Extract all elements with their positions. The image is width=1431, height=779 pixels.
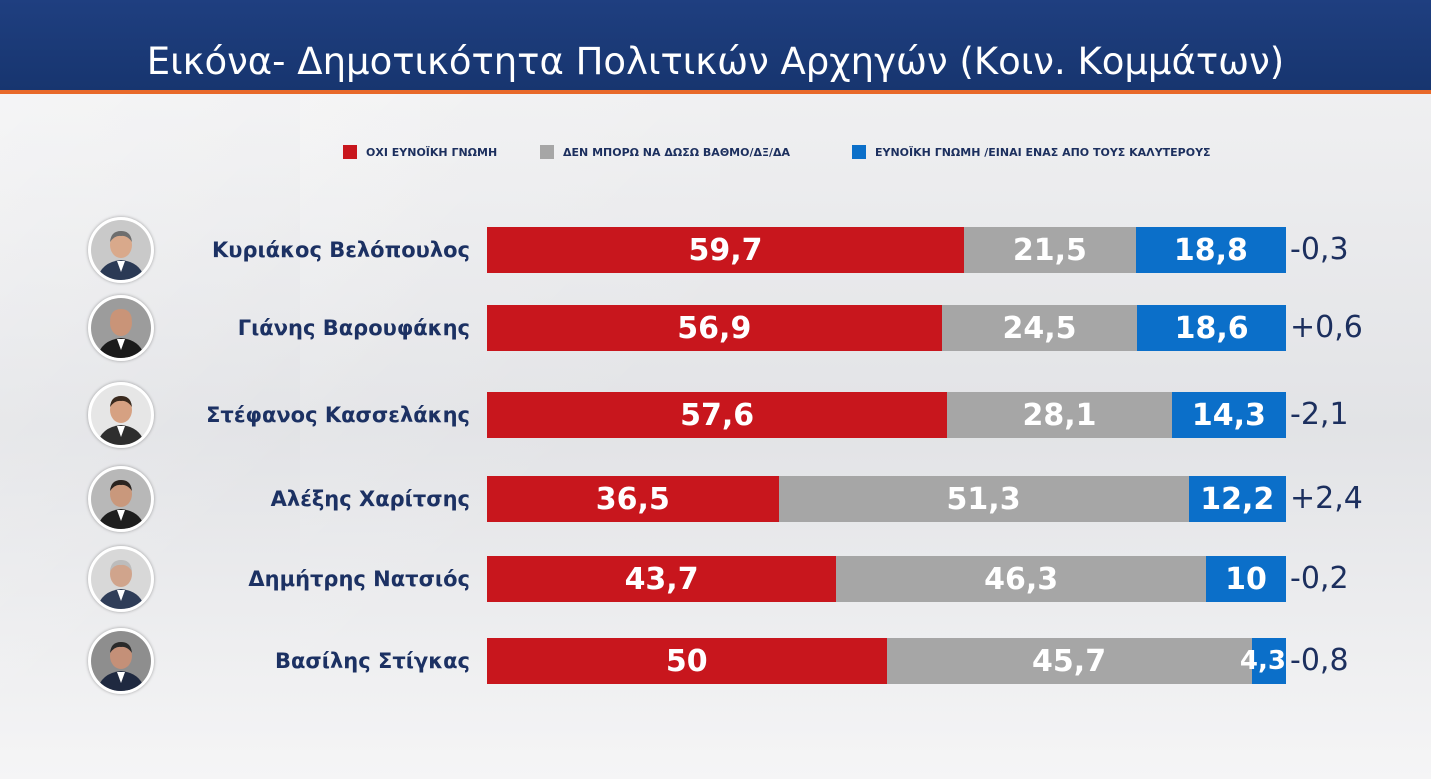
legend-swatch — [852, 145, 866, 159]
header-accent-line — [0, 90, 1431, 94]
bar-segment-unfavorable: 59,7 — [487, 227, 964, 273]
header-bar — [0, 0, 1431, 90]
bar-segment-unfavorable: 57,6 — [487, 392, 948, 438]
change-value: +2,4 — [1290, 481, 1363, 516]
bar-segment-favorable: 18,6 — [1137, 305, 1286, 351]
bar-segment-unfavorable: 56,9 — [487, 305, 942, 351]
bar-segment-no-opinion: 46,3 — [836, 556, 1207, 602]
bar-segment-no-opinion: 21,5 — [964, 227, 1136, 273]
person-photo-icon — [88, 546, 154, 612]
legend-label: ΔΕΝ ΜΠΟΡΩ ΝΑ ΔΩΣΩ ΒΑΘΜΟ/ΔΞ/ΔΑ — [563, 145, 790, 159]
legend-swatch — [343, 145, 357, 159]
bar-segment-no-opinion: 51,3 — [778, 476, 1189, 522]
legend-label: ΕΥΝΟΪΚΗ ΓΝΩΜΗ /ΕΙΝΑΙ ΕΝΑΣ ΑΠΟ ΤΟΥΣ ΚΑΛΥΤ… — [875, 145, 1211, 159]
bar-segment-favorable: 14,3 — [1171, 392, 1286, 438]
bar-segment-unfavorable: 50 — [487, 638, 887, 684]
legend-item-no-opinion: ΔΕΝ ΜΠΟΡΩ ΝΑ ΔΩΣΩ ΒΑΘΜΟ/ΔΞ/ΔΑ — [540, 144, 790, 160]
legend-item-unfavorable: ΟΧΙ ΕΥΝΟΪΚΗ ΓΝΩΜΗ — [343, 144, 497, 160]
legend-label: ΟΧΙ ΕΥΝΟΪΚΗ ΓΝΩΜΗ — [366, 145, 498, 159]
change-value: -0,3 — [1290, 232, 1349, 267]
bar-segment-no-opinion: 24,5 — [941, 305, 1138, 351]
person-photo-icon — [88, 217, 154, 283]
person-name: Γιάνης Βαρουφάκης — [237, 316, 470, 340]
bar-segment-favorable: 10 — [1206, 556, 1286, 602]
person-name: Αλέξης Χαρίτσης — [270, 487, 470, 511]
change-value: -2,1 — [1290, 397, 1349, 432]
bar-segment-unfavorable: 36,5 — [487, 476, 779, 522]
person-photo-icon — [88, 628, 154, 694]
bar-segment-favorable: 4,3 — [1240, 638, 1286, 684]
person-name: Δημήτρης Νατσιός — [248, 567, 470, 591]
background-stripe — [0, 94, 420, 779]
person-photo-icon — [88, 466, 154, 532]
bar-segment-favorable: 18,8 — [1135, 227, 1286, 273]
change-value: -0,8 — [1290, 643, 1349, 678]
legend-item-favorable: ΕΥΝΟΪΚΗ ΓΝΩΜΗ /ΕΙΝΑΙ ΕΝΑΣ ΑΠΟ ΤΟΥΣ ΚΑΛΥΤ… — [852, 144, 1211, 160]
bar-segment-favorable: 12,2 — [1188, 476, 1286, 522]
change-value: +0,6 — [1290, 310, 1363, 345]
bar-segment-no-opinion: 45,7 — [886, 638, 1252, 684]
person-photo-icon — [88, 382, 154, 448]
bar-segment-unfavorable: 43,7 — [487, 556, 837, 602]
legend-swatch — [540, 145, 554, 159]
change-value: -0,2 — [1290, 561, 1349, 596]
person-name: Βασίλης Στίγκας — [275, 649, 470, 673]
person-photo-icon — [88, 295, 154, 361]
person-name: Κυριάκος Βελόπουλος — [212, 238, 470, 262]
person-name: Στέφανος Κασσελάκης — [206, 403, 470, 427]
bar-segment-no-opinion: 28,1 — [947, 392, 1172, 438]
chart-title: Εικόνα- Δημοτικότητα Πολιτικών Αρχηγών (… — [146, 40, 1285, 83]
